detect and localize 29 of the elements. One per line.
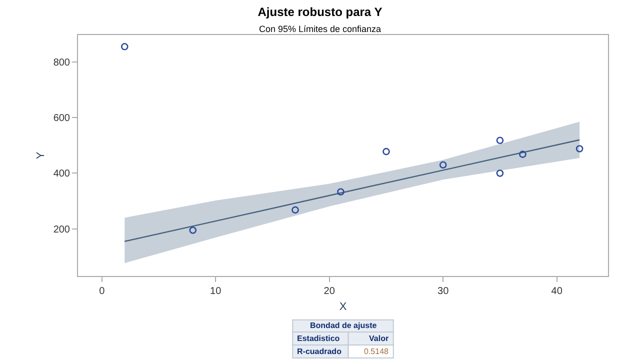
y-axis-title: Y xyxy=(34,151,47,160)
y-tick-label: 600 xyxy=(53,113,70,124)
chart-subtitle: Con 95% Límites de confianza xyxy=(258,24,382,34)
point xyxy=(382,148,390,156)
text: 0.5148 xyxy=(364,347,390,356)
point xyxy=(292,206,299,214)
x-tick-label: 40 xyxy=(551,286,563,297)
y-tick-label: 800 xyxy=(53,57,70,68)
text: Estadistico xyxy=(297,334,340,343)
text: Bondad de ajuste xyxy=(310,321,378,330)
x-tick-label: 20 xyxy=(324,286,336,297)
point xyxy=(337,188,344,196)
x-axis-title: X xyxy=(339,301,348,314)
point xyxy=(519,150,526,158)
y-tick-label: 200 xyxy=(53,224,70,236)
point xyxy=(120,43,128,50)
y-tick-label: 400 xyxy=(53,168,70,180)
point xyxy=(576,145,584,152)
chart-title: Ajuste robusto para Y xyxy=(258,5,382,20)
point xyxy=(496,136,504,144)
text: Valor xyxy=(369,334,389,343)
text: R-cuadrado xyxy=(297,347,342,356)
line-series xyxy=(124,139,580,242)
point xyxy=(189,226,197,234)
point xyxy=(439,161,447,169)
x-tick-label: 30 xyxy=(438,286,450,297)
point xyxy=(496,170,504,177)
x-tick-label: 10 xyxy=(210,286,222,297)
x-tick-label: 0 xyxy=(99,286,106,297)
